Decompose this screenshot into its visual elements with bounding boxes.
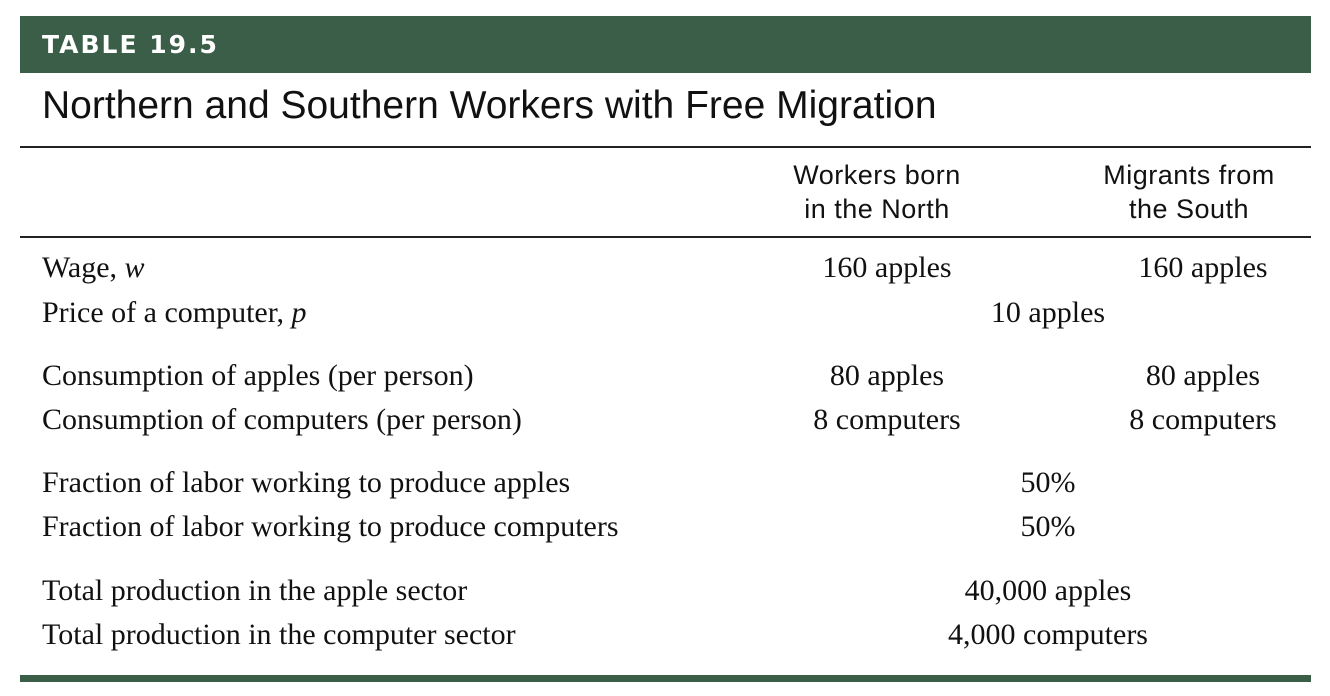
- bottom-rule: [20, 675, 1311, 682]
- column-header-south-line2: the South: [1128, 194, 1250, 224]
- cell-fraction-apples-shared: 50%: [1020, 466, 1076, 499]
- cell-wage-south: 160 apples: [1138, 251, 1268, 284]
- row-label-price: Price of a computer, p: [42, 295, 307, 331]
- cell-consumption-apples-south: 80 apples: [1145, 359, 1261, 392]
- column-header-north: Workers born in the North: [747, 158, 1007, 226]
- row-label-price-text: Price of a computer,: [42, 296, 292, 329]
- column-header-north-line1: Workers born: [793, 160, 961, 190]
- row-label-total-apple: Total production in the apple sector: [42, 574, 468, 607]
- cell-consumption-apples-north: 80 apples: [829, 359, 945, 392]
- cell-consumption-computers-south: 8 computers: [1129, 403, 1277, 436]
- column-header-south-line1: Migrants from: [1103, 160, 1275, 190]
- cell-wage-north: 160 apples: [822, 251, 952, 284]
- cell-fraction-computers-shared: 50%: [1020, 510, 1076, 543]
- cell-price-shared: 10 apples: [990, 296, 1106, 329]
- cell-total-computer-shared: 4,000 computers: [948, 618, 1148, 651]
- column-header-north-line2: in the North: [804, 194, 950, 224]
- row-label-consumption-apples: Consumption of apples (per person): [42, 359, 474, 392]
- row-label-wage: Wage, w: [42, 250, 145, 286]
- table-number-label: TABLE 19.5: [42, 30, 219, 59]
- row-label-fraction-computers: Fraction of labor working to produce com…: [42, 510, 619, 543]
- row-label-fraction-apples: Fraction of labor working to produce app…: [42, 466, 571, 499]
- row-label-price-var: p: [291, 296, 307, 329]
- cell-total-apple-shared: 40,000 apples: [964, 574, 1132, 607]
- row-label-wage-text: Wage,: [42, 251, 125, 284]
- table-header-banner: TABLE 19.5: [20, 16, 1311, 73]
- column-header-south: Migrants from the South: [1059, 158, 1319, 226]
- row-label-wage-var: w: [124, 251, 145, 284]
- top-rule: [20, 146, 1311, 148]
- header-rule: [20, 236, 1311, 238]
- row-label-total-computer: Total production in the computer sector: [42, 618, 516, 651]
- cell-consumption-computers-north: 8 computers: [813, 403, 961, 436]
- table-title: Northern and Southern Workers with Free …: [42, 84, 937, 127]
- row-label-consumption-computers: Consumption of computers (per person): [42, 403, 522, 436]
